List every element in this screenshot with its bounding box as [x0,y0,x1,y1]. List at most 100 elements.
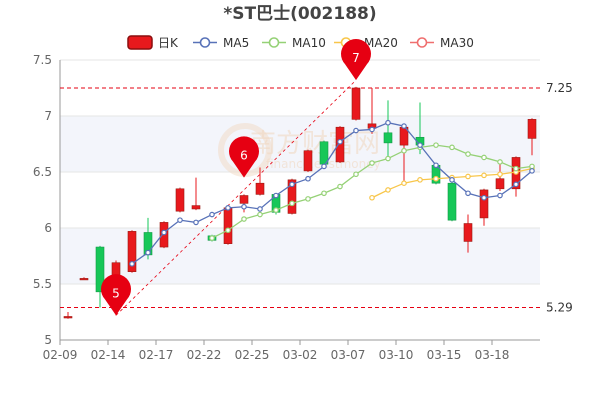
legend-label: MA20 [364,36,398,50]
ma10-point [353,171,359,178]
candle-body [463,223,473,242]
ma10-point [465,151,471,157]
pin-label: 5 [112,286,120,300]
candle [95,245,105,308]
candle-body [79,278,89,281]
ma5-point [433,162,439,169]
x-tick-label: 03-02 [283,348,318,362]
grid-band [60,116,540,172]
ma5-point [257,206,263,212]
pin-marker: 5 [101,274,132,316]
legend-item[interactable]: MA10 [262,36,326,50]
candle-body [191,205,201,210]
candle-body [239,195,249,204]
candle-body [175,188,185,212]
ma10-point [289,200,295,207]
candle [335,126,345,164]
ma10-point [433,142,439,148]
chart-title: *ST巴士(002188) [223,3,376,24]
legend-swatch-dot [416,37,428,48]
ma10-point [497,159,503,165]
legend-swatch-dot [199,37,211,48]
ma5-point [497,192,503,199]
legend-item[interactable]: MA30 [410,36,474,50]
plot-area: 5 5.5 6 6.5 7 7.5 02-09 02-14 02-17 02-22 02-25 03-… [33,38,573,362]
ma5-point [513,181,519,188]
candle-body [287,179,297,214]
x-tick-label: 03-10 [379,348,414,362]
ma5-point [145,249,151,256]
candle [255,167,265,196]
ma10-point [513,165,519,172]
candle-body [127,231,137,272]
ma5-point [177,217,183,223]
x-tick-label: 02-14 [91,348,126,362]
x-tick-label: 02-25 [235,348,270,362]
ma20-point [433,175,439,182]
legend-label: 日K [158,36,179,50]
x-tick-label: 03-07 [331,348,366,362]
ma5-point [529,168,535,174]
y-tick-label: 5 [44,333,52,347]
candle [223,206,233,245]
ma10-point [529,163,535,170]
ma10-point [449,144,455,151]
grid-band [60,228,540,284]
reference-label: 7.25 [546,81,573,95]
ma20-point [401,180,407,187]
y-tick-label: 5.5 [33,277,52,291]
ma5-point [305,175,311,182]
candle [479,188,489,226]
candle [527,118,537,156]
ma5-point [401,123,407,129]
ma10-point [305,196,311,202]
ma5-point [209,211,215,218]
candle-body [63,316,73,319]
ma5-point [465,190,471,197]
ma10-point [225,227,231,234]
legend-item[interactable]: 日K [127,35,179,50]
ma10-point [481,154,487,161]
ma5-point [449,177,455,183]
candle-body [255,182,265,195]
legend-label: MA10 [292,36,326,50]
candle [511,156,521,197]
pin-shape [101,274,132,316]
watermark-text: 南方财富网 [250,129,380,159]
candle-body [527,119,537,139]
ma5-line [131,122,533,265]
pin-label: 6 [240,149,248,163]
ma10-point [241,216,247,222]
pin-shape [341,38,371,81]
ma5-point [225,205,231,211]
x-tick-label: 02-17 [139,348,174,362]
ma10-point [369,160,375,166]
candle-body [223,207,233,244]
candle [463,214,473,253]
ma5-point [385,119,391,126]
pin-shape [228,136,259,178]
ma10-point [401,147,407,154]
legend-label: MA5 [223,36,249,50]
reference-label: 5.29 [546,301,573,315]
legend-item[interactable]: MA5 [193,36,249,50]
legend-swatch-candle [127,35,153,50]
x-tick-label: 02-22 [187,348,222,362]
ma5-point [273,192,279,199]
ma10-point [385,155,391,162]
y-tick-label: 7.5 [33,53,52,67]
pin-marker: 7 [341,38,371,81]
ma5-point [337,138,343,145]
ma5-point [369,126,375,133]
trend-line [115,79,357,316]
chart-legend[interactable]: 日K MA5 MA10 MA20 MA30 [127,35,474,50]
ma5-point [481,194,487,201]
ma20-point [465,173,471,180]
candle-body [335,126,345,163]
candle-body [319,141,329,165]
candle-body [447,182,457,221]
candle [175,187,185,213]
ma10-point [337,183,343,190]
ma5-point [321,163,327,170]
